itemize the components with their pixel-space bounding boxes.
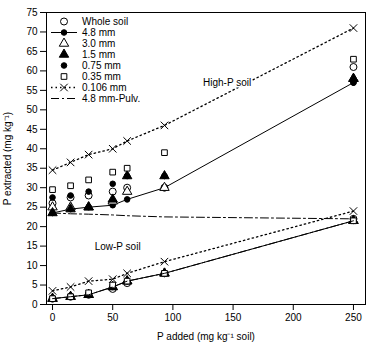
- svg-text:10: 10: [26, 260, 38, 271]
- svg-text:30: 30: [26, 182, 38, 193]
- html-text:0.75 mm: 0.75 mm: [82, 60, 121, 71]
- svg-text:55: 55: [26, 85, 38, 96]
- svg-text:P extracted (mg kg⁻¹): P extracted (mg kg⁻¹): [2, 112, 13, 205]
- html-text:0.35 mm: 0.35 mm: [82, 71, 121, 82]
- svg-text:250: 250: [345, 312, 362, 323]
- svg-text:0: 0: [32, 299, 38, 310]
- html-text:3.0 mm: 3.0 mm: [82, 38, 116, 49]
- svg-text:60: 60: [26, 65, 38, 76]
- svg-text:0: 0: [50, 312, 56, 323]
- svg-text:25: 25: [26, 201, 38, 212]
- svg-text:P added (mg kg⁻¹ soil): P added (mg kg⁻¹ soil): [157, 331, 255, 342]
- svg-text:100: 100: [165, 312, 182, 323]
- html-text:0.106 mm: 0.106 mm: [82, 82, 127, 93]
- svg-text:40: 40: [26, 143, 38, 154]
- svg-text:45: 45: [26, 124, 38, 135]
- svg-text:70: 70: [26, 26, 38, 37]
- svg-text:150: 150: [225, 312, 242, 323]
- svg-text:75: 75: [26, 7, 38, 18]
- svg-text:15: 15: [26, 240, 38, 251]
- svg-text:20: 20: [26, 221, 38, 232]
- html-text:4.8 mm-Pulv.: 4.8 mm-Pulv.: [82, 93, 141, 104]
- svg-text:High-P soil: High-P soil: [203, 77, 251, 88]
- svg-text:35: 35: [26, 162, 38, 173]
- svg-text:200: 200: [285, 312, 302, 323]
- html-text:1.5 mm: 1.5 mm: [82, 49, 116, 60]
- svg-text:50: 50: [26, 104, 38, 115]
- svg-text:Low-P soil: Low-P soil: [95, 241, 141, 252]
- svg-text:50: 50: [107, 312, 119, 323]
- svg-text:65: 65: [26, 46, 38, 57]
- html-text:Whole soil: Whole soil: [82, 16, 129, 27]
- html-text:4.8 mm: 4.8 mm: [82, 27, 116, 38]
- svg-text:5: 5: [32, 279, 38, 290]
